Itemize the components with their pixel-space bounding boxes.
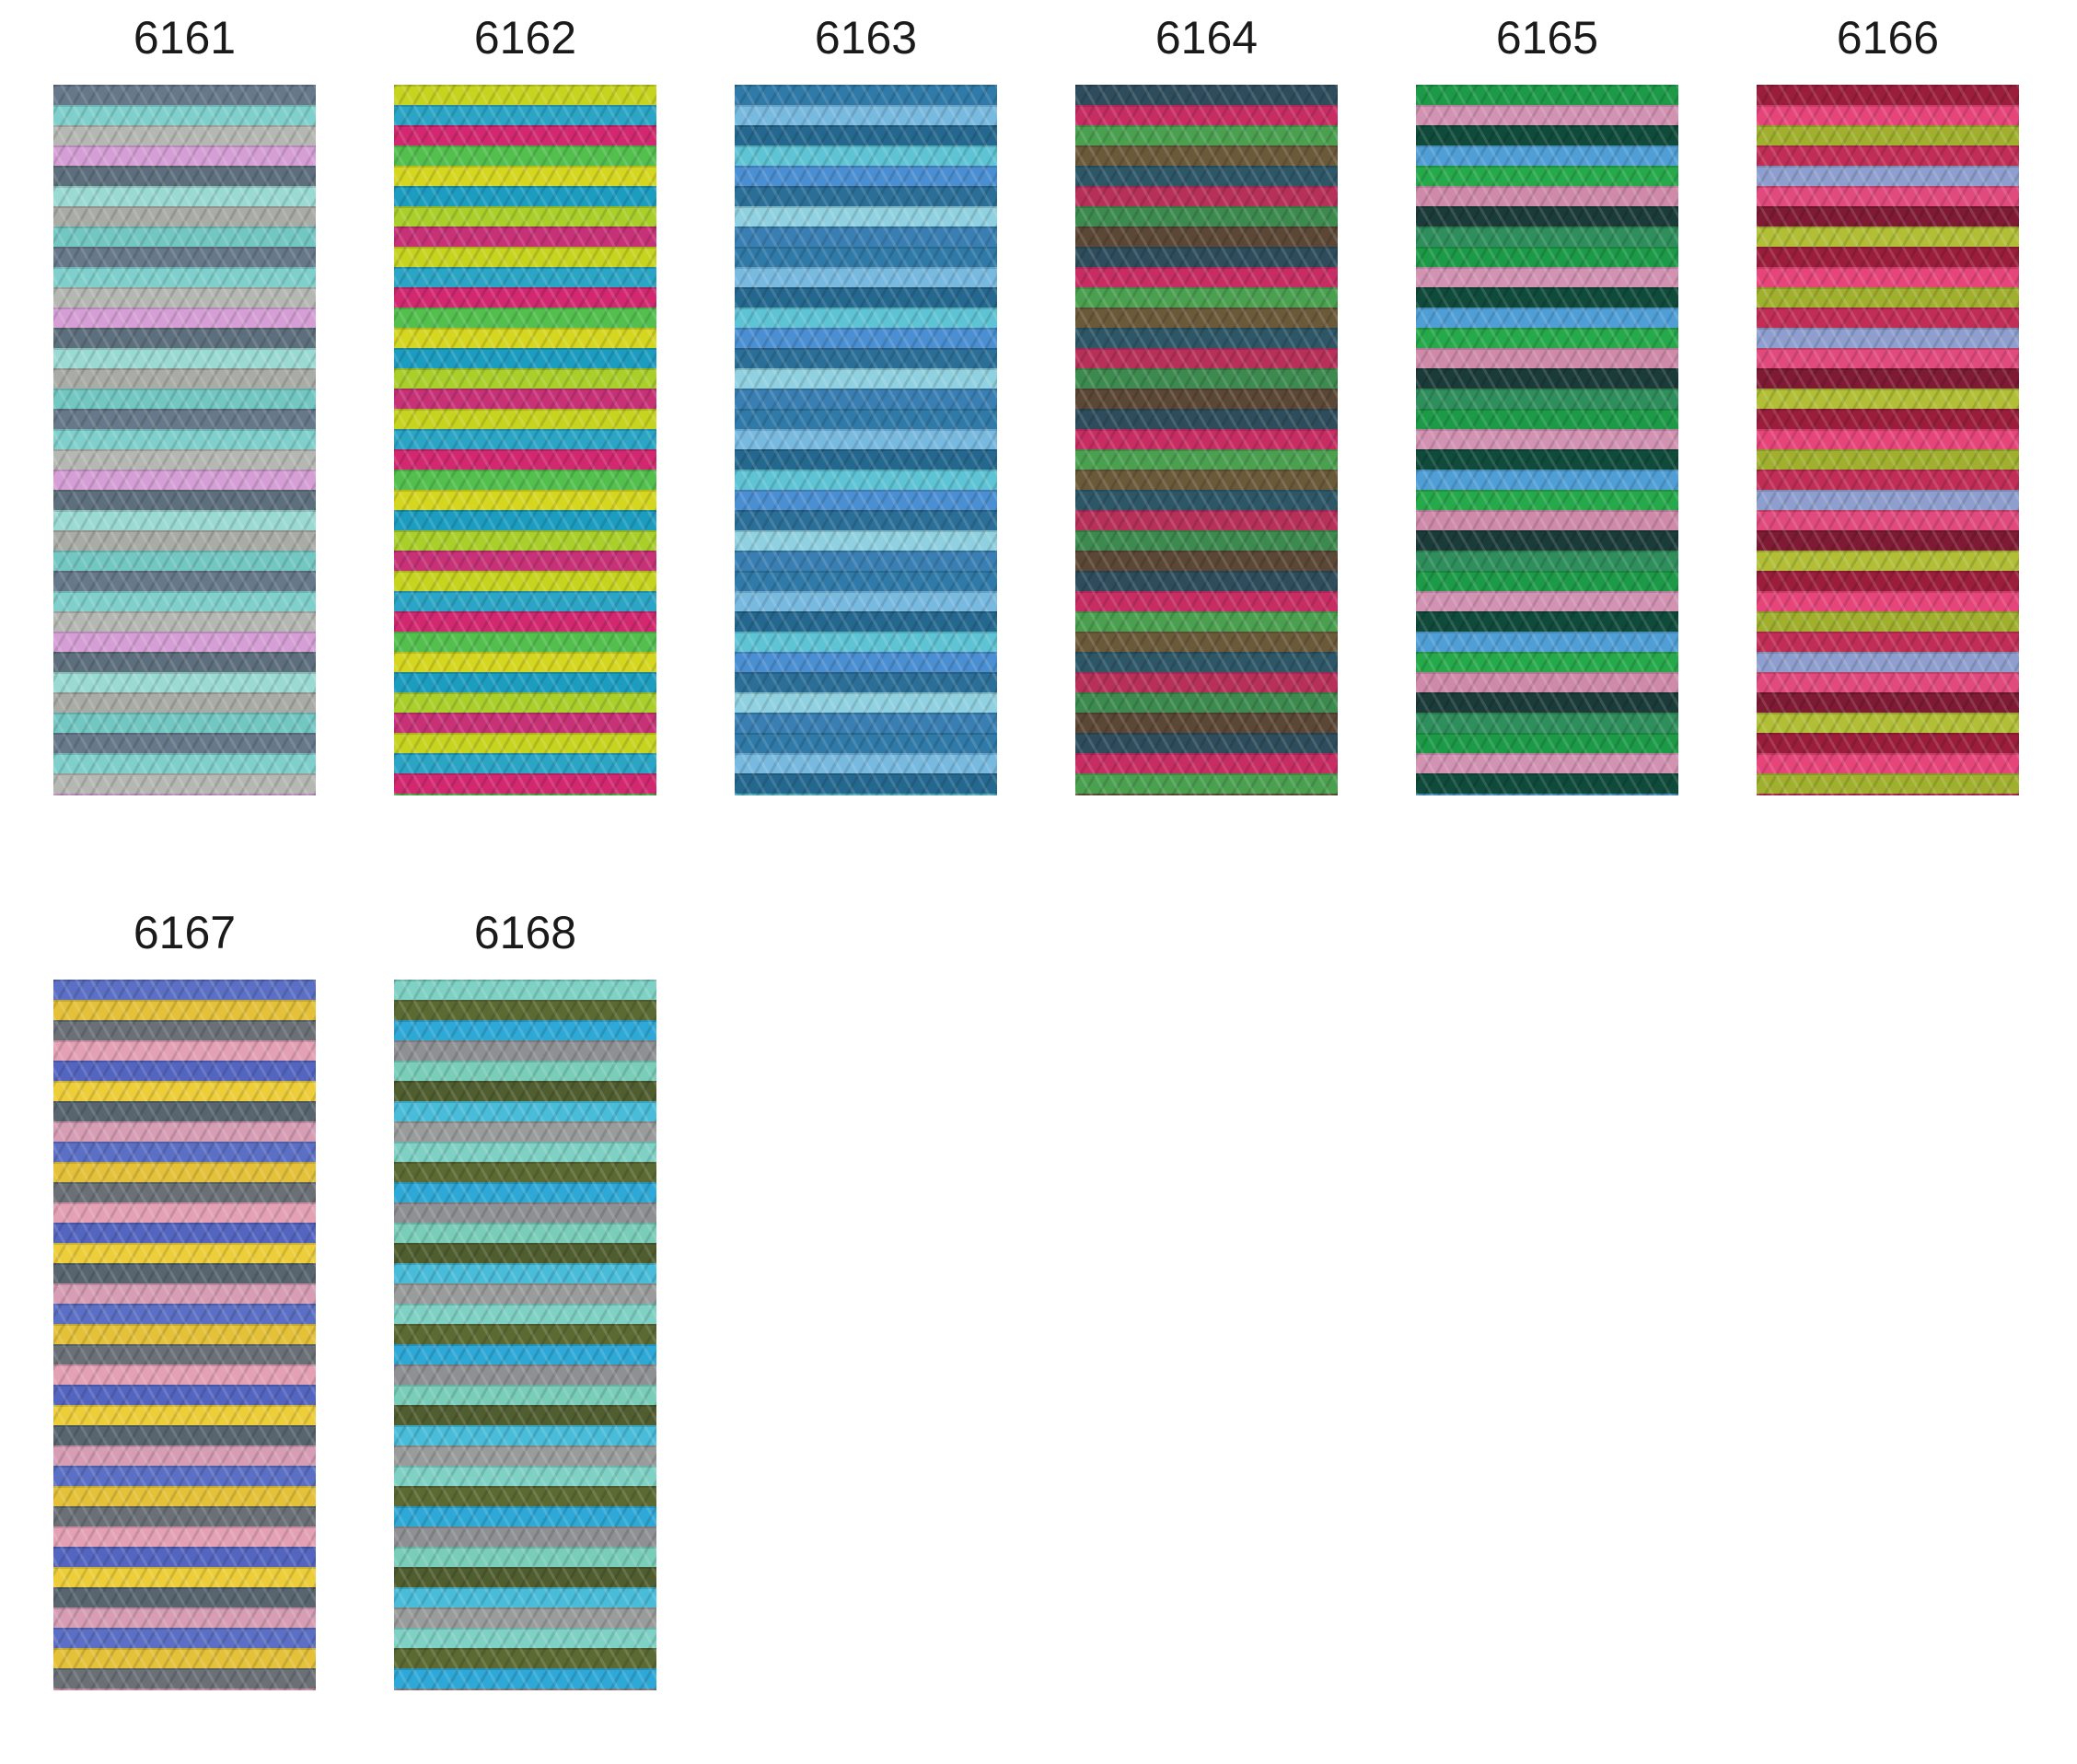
swatch-label: 6164: [1155, 12, 1259, 64]
swatch-image: [394, 85, 656, 795]
swatch-label: 6161: [133, 12, 237, 64]
swatch-image: [1757, 85, 2019, 795]
swatch-image: [735, 85, 997, 795]
swatch-image: [53, 85, 316, 795]
swatch-image: [1075, 85, 1338, 795]
swatch-label: 6163: [814, 12, 918, 64]
swatch-image: [1416, 85, 1678, 795]
swatch-label: 6165: [1495, 12, 1599, 64]
swatch-image: [394, 980, 656, 1690]
swatch-label: 6166: [1836, 12, 1940, 64]
swatch-label: 6168: [473, 907, 577, 958]
swatch-label: 6167: [133, 907, 237, 958]
swatch-image: [53, 980, 316, 1690]
swatch-label: 6162: [473, 12, 577, 64]
